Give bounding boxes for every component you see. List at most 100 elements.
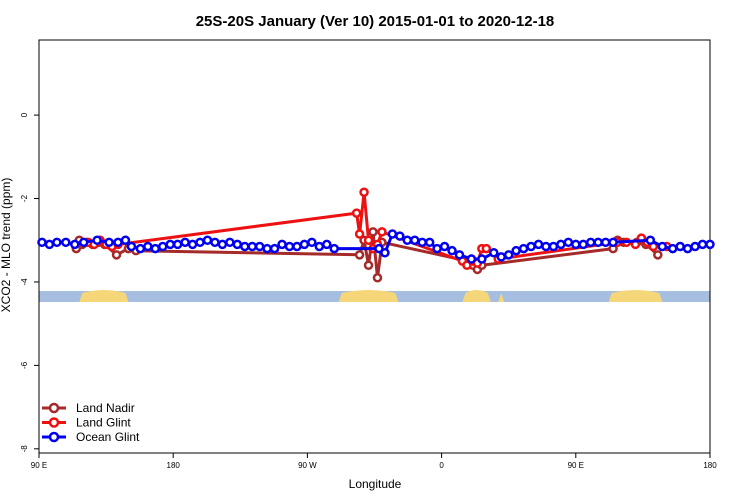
ocean-glint-point — [690, 241, 700, 252]
ocean-glint-point — [158, 241, 168, 252]
ocean-glint-point — [593, 237, 603, 248]
ocean-glint-point — [511, 245, 521, 256]
ocean-glint-point — [247, 241, 257, 252]
land-nadir-point — [354, 250, 365, 260]
ocean-glint-point — [657, 241, 668, 252]
land-nadir-point — [372, 273, 383, 283]
ocean-glint-point — [585, 237, 596, 248]
ocean-glint-point — [608, 237, 618, 248]
ocean-glint-point — [314, 241, 325, 252]
ocean-glint-point — [675, 241, 685, 252]
ocean-glint-point — [533, 239, 544, 250]
ocean-glint-point — [395, 231, 405, 241]
land-band — [338, 290, 399, 302]
x-tick-label: 90 W — [298, 461, 317, 470]
y-tick-label: -2 — [20, 194, 29, 202]
land-nadir-point — [111, 250, 122, 260]
ocean-glint-point — [150, 243, 161, 254]
ocean-glint-point — [526, 241, 536, 252]
ocean-glint-point — [556, 239, 566, 250]
land-nadir-point — [653, 250, 663, 260]
ocean-glint-point — [202, 235, 213, 245]
x-axis-label: Longitude — [349, 477, 402, 491]
land-band — [608, 290, 663, 302]
legend-label: Ocean Glint — [76, 430, 140, 444]
ocean-glint-point — [180, 237, 190, 248]
land-glint-point — [462, 260, 472, 271]
ocean-glint-point — [667, 243, 678, 254]
ocean-glint-point — [380, 248, 390, 258]
land-glint-line — [87, 190, 667, 267]
x-tick-label: 0 — [439, 461, 444, 470]
ocean-glint-point — [120, 235, 131, 245]
legend-label: Land Glint — [76, 416, 131, 430]
ocean-glint-point — [172, 239, 183, 250]
legend-label: Land Nadir — [76, 401, 135, 415]
ocean-glint-point — [541, 241, 551, 252]
ocean-glint-point — [113, 237, 123, 248]
ocean-glint-point — [269, 243, 280, 254]
x-tick-label: 90 E — [568, 461, 584, 470]
legend-item-land-glint: Land Glint — [42, 416, 131, 430]
ocean-glint-point — [254, 241, 265, 252]
ocean-glint-point — [61, 237, 71, 248]
ocean-glint-point — [563, 237, 574, 248]
ocean-glint-point — [322, 239, 332, 250]
ocean-glint-point — [143, 241, 153, 252]
ocean-glint-point — [165, 239, 175, 250]
land-glint-point — [359, 187, 369, 198]
ocean-glint-point — [277, 239, 287, 250]
land-band — [79, 290, 129, 302]
ocean-glint-point — [432, 243, 442, 254]
ocean-glint-point — [697, 239, 708, 250]
land-glint-point — [363, 235, 374, 245]
ocean-glint-point — [439, 241, 450, 252]
ocean-glint-point — [126, 241, 137, 252]
land-nadir-point — [363, 260, 374, 271]
ocean-glint-point — [307, 237, 317, 248]
ocean-glint-point — [104, 237, 114, 248]
ocean-glint-point — [232, 239, 243, 250]
y-axis-label: XCO2 - MLO trend (ppm) — [0, 178, 13, 313]
ocean-glint-point — [284, 241, 295, 252]
map-strip — [39, 290, 710, 302]
ocean-glint-point — [187, 239, 198, 250]
ocean-glint-point — [37, 237, 47, 248]
chart-title: 25S-20S January (Ver 10) 2015-01-01 to 2… — [196, 13, 555, 30]
x-tick-label: 180 — [167, 461, 181, 470]
land-nadir-point — [368, 227, 378, 237]
ocean-glint-point — [225, 237, 235, 248]
ocean-glint-point — [571, 239, 581, 250]
ocean-glint-point — [217, 239, 228, 250]
ocean-glint-point — [496, 252, 506, 262]
land-glint-point — [377, 227, 387, 237]
ocean-glint-point — [477, 254, 487, 264]
legend-item-ocean-glint: Ocean Glint — [42, 430, 140, 444]
ocean-glint-point — [600, 237, 611, 248]
y-tick-label: -8 — [20, 445, 29, 453]
ocean-glint-point — [195, 237, 205, 248]
ocean-glint-point — [410, 235, 420, 245]
ocean-glint-point — [402, 235, 413, 245]
ocean-glint-point — [52, 237, 62, 248]
ocean-glint-point — [578, 239, 589, 250]
land-band — [462, 290, 491, 302]
ocean-glint-point — [240, 241, 250, 252]
ocean-glint-point — [466, 254, 477, 264]
x-tick-label: 180 — [703, 461, 717, 470]
ocean-glint-point — [44, 239, 55, 250]
y-tick-label: -6 — [20, 361, 29, 369]
legend-swatch-marker — [48, 431, 60, 443]
ocean-glint-point — [299, 239, 310, 250]
ocean-glint-point — [135, 243, 146, 254]
ocean-glint-point — [447, 245, 457, 256]
ocean-glint-point — [292, 241, 302, 252]
ocean-glint-point — [417, 237, 427, 248]
ocean-glint-point — [454, 250, 465, 260]
y-axis: 0 -2 -4 -6 -8 — [20, 112, 39, 452]
ocean-glint-point — [518, 243, 529, 254]
legend-swatch-marker — [48, 402, 60, 414]
ocean-glint-point — [70, 239, 80, 250]
y-tick-label: -4 — [20, 278, 29, 286]
